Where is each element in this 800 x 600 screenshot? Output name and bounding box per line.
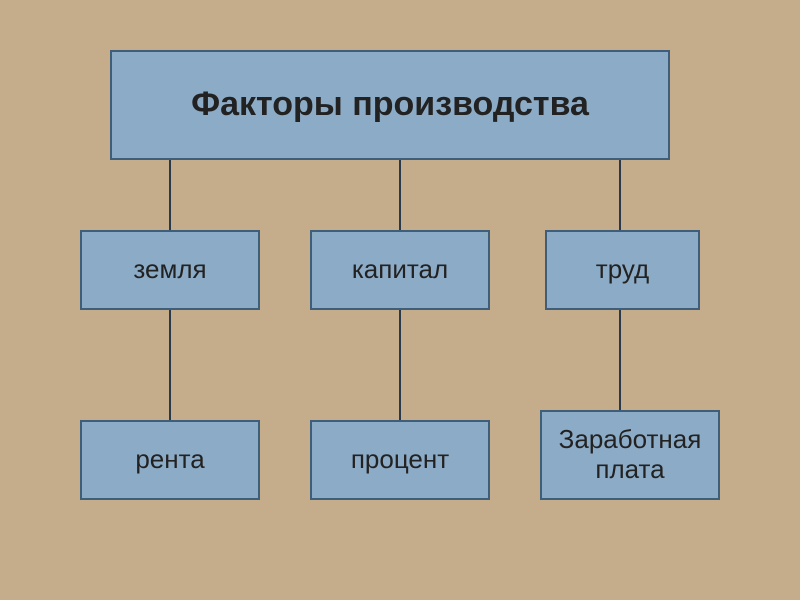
node-land: земля <box>80 230 260 310</box>
node-root: Факторы производства <box>110 50 670 160</box>
node-rent: рента <box>80 420 260 500</box>
node-rent-label: рента <box>135 445 204 475</box>
node-root-label: Факторы производства <box>191 85 589 124</box>
node-interest: процент <box>310 420 490 500</box>
node-labor-label: труд <box>596 255 649 285</box>
node-wage-label: Заработная плата <box>546 425 714 485</box>
edge-labor-to-wage <box>619 310 621 410</box>
edge-root-to-capital <box>399 160 401 230</box>
node-wage: Заработная плата <box>540 410 720 500</box>
node-capital: капитал <box>310 230 490 310</box>
node-labor: труд <box>545 230 700 310</box>
edge-capital-to-interest <box>399 310 401 420</box>
node-capital-label: капитал <box>352 255 448 285</box>
edge-land-to-rent <box>169 310 171 420</box>
edge-root-to-labor <box>619 160 621 230</box>
edge-root-to-land <box>169 160 171 230</box>
node-land-label: земля <box>133 255 206 285</box>
node-interest-label: процент <box>351 445 449 475</box>
